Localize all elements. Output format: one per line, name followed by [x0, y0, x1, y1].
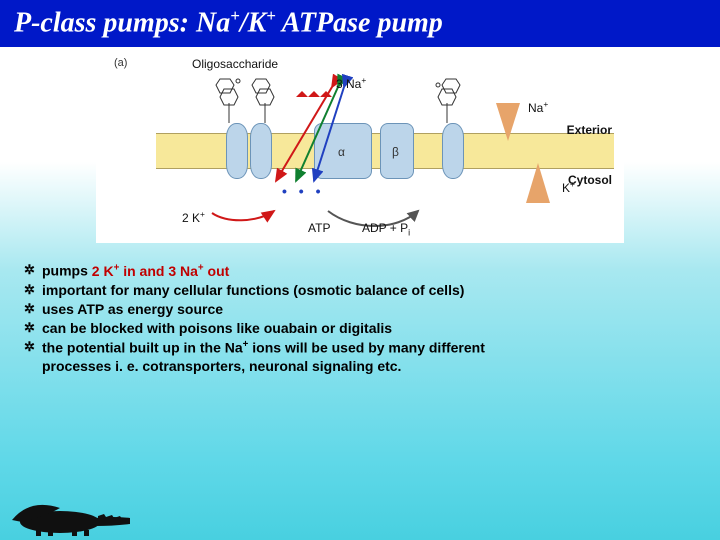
- oligo-icon-1: [214, 75, 244, 123]
- bullet-4: can be blocked with poisons like ouabain…: [24, 319, 702, 338]
- k-label: K+: [562, 179, 575, 195]
- sodium-cone-icon: [496, 103, 520, 141]
- k-dots: • • •: [282, 183, 324, 199]
- atp-label: ATP: [308, 221, 330, 235]
- title-sup-1: +: [230, 6, 240, 25]
- transmembrane-segment-3: [442, 123, 464, 179]
- na-label: Na+: [528, 99, 548, 115]
- alpha-label: α: [338, 145, 345, 159]
- bullet-list: pumps 2 K+ in and 3 Na+ out important fo…: [24, 261, 702, 376]
- bullet-5: the potential built up in the Na+ ions w…: [24, 338, 702, 358]
- panel-label: (a): [114, 57, 127, 69]
- oligo-icon-3: [432, 75, 462, 123]
- transmembrane-segment-1: [226, 123, 248, 179]
- oligosaccharide-label: Oligosaccharide: [192, 57, 278, 71]
- oligo-icon-2: [250, 75, 280, 123]
- title-text-3: ATPase pump: [276, 7, 443, 38]
- two-k-label: 2 K+: [182, 209, 205, 225]
- bullet-5-cont: processes i. e. cotransporters, neuronal…: [24, 357, 702, 376]
- bullet-2: important for many cellular functions (o…: [24, 281, 702, 300]
- title-sup-2: +: [266, 6, 276, 25]
- potassium-cone-icon: [526, 163, 550, 203]
- three-na-label: 3 Na+: [336, 75, 366, 91]
- exterior-label: Exterior: [567, 123, 612, 137]
- transmembrane-segment-2: [250, 123, 272, 179]
- title-text-2: /K: [240, 7, 266, 38]
- crocodile-icon: [2, 486, 132, 536]
- title-bar: P-class pumps: Na+/K+ ATPase pump: [0, 0, 720, 47]
- bullet-3: uses ATP as energy source: [24, 300, 702, 319]
- pump-diagram: (a) Oligosaccharide α β • • • 3 Na+ Na+: [96, 51, 624, 243]
- beta-label: β: [392, 145, 399, 159]
- slide-title: P-class pumps: Na+/K+ ATPase pump: [14, 6, 706, 39]
- bullet-1: pumps 2 K+ in and 3 Na+ out: [24, 261, 702, 281]
- adp-pi-label: ADP + Pi: [362, 221, 410, 237]
- title-text-1: P-class pumps: Na: [14, 7, 230, 38]
